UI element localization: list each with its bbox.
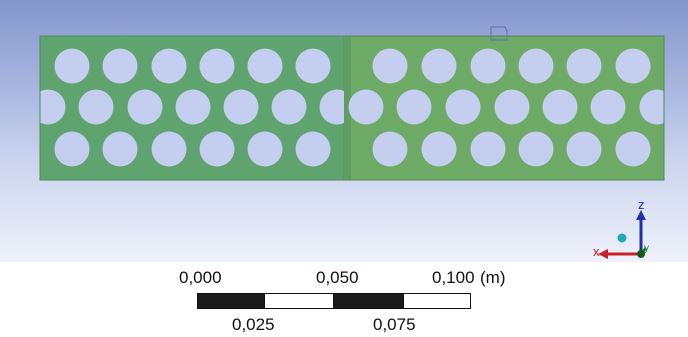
hole-right-row2-1 (348, 89, 384, 125)
holes-left-group (40, 48, 344, 167)
hole-right-row1-3 (470, 48, 506, 84)
hole-left-row3-2 (102, 131, 138, 167)
scale-label-0-000: 0,000 (179, 268, 222, 287)
triad-origin-icon (637, 250, 645, 258)
hole-right-row2-7 (639, 89, 664, 125)
hole-left-row3-3 (151, 131, 187, 167)
x-axis-label: x (593, 244, 600, 259)
hole-right-row1-4 (518, 48, 554, 84)
hole-left-row2-6 (271, 89, 307, 125)
scale-bar: 0,000 0,050 0,100 (m) 0,025 0,075 (0, 262, 688, 337)
square-outline-icon[interactable] (490, 26, 508, 41)
z-axis-label: z (638, 197, 645, 212)
hole-left-row1-2 (102, 48, 138, 84)
hole-left-row2-1 (40, 89, 66, 125)
hole-right-row2-2 (396, 89, 432, 125)
hole-left-row3-4 (199, 131, 235, 167)
plate-seam (343, 36, 351, 180)
y-axis-label: y (644, 243, 649, 254)
hole-right-row3-3 (470, 131, 506, 167)
hole-left-row1-6 (295, 48, 331, 84)
hole-right-row2-4 (494, 89, 530, 125)
scale-label-0-025: 0,025 (232, 315, 275, 334)
hole-left-row3-5 (247, 131, 283, 167)
hole-left-row1-4 (199, 48, 235, 84)
scale-unit-label: (m) (480, 268, 506, 287)
hole-right-row3-5 (566, 131, 602, 167)
hole-right-row3-1 (372, 131, 408, 167)
hole-right-row1-2 (421, 48, 457, 84)
iso-view-ball-icon[interactable] (617, 233, 627, 243)
scale-segment-1 (197, 293, 266, 309)
hole-left-row3-6 (295, 131, 331, 167)
hole-left-row2-5 (223, 89, 259, 125)
perforated-plate-model[interactable] (0, 0, 688, 262)
hole-right-row2-5 (542, 89, 578, 125)
hole-left-row2-7 (319, 89, 344, 125)
scale-label-0-100: 0,100 (432, 268, 475, 287)
plate-outline (39, 35, 665, 181)
holes-right-group (348, 48, 664, 167)
hole-right-row2-6 (590, 89, 626, 125)
hole-left-row2-3 (127, 89, 163, 125)
hole-left-row3-1 (54, 131, 90, 167)
hole-left-row1-3 (151, 48, 187, 84)
model-viewport[interactable]: z x y (0, 0, 688, 262)
x-arrowhead-icon (598, 249, 608, 259)
scale-segment-3 (333, 293, 405, 309)
hole-left-row2-2 (78, 89, 114, 125)
hole-right-row2-3 (445, 89, 481, 125)
hole-right-row1-6 (615, 48, 651, 84)
hole-right-row3-4 (518, 131, 554, 167)
hole-left-row1-5 (247, 48, 283, 84)
scale-segment-4 (403, 293, 471, 309)
hole-left-row1-1 (54, 48, 90, 84)
hole-right-row1-1 (372, 48, 408, 84)
scale-label-0-075: 0,075 (373, 315, 416, 334)
hole-left-row2-4 (175, 89, 211, 125)
coordinate-triad[interactable]: z x y (586, 190, 656, 262)
hole-right-row1-5 (566, 48, 602, 84)
hole-right-row3-6 (615, 131, 651, 167)
hole-right-row3-2 (421, 131, 457, 167)
scale-label-0-050: 0,050 (316, 268, 359, 287)
scale-segment-2 (264, 293, 335, 309)
z-arrowhead-icon (636, 210, 646, 220)
